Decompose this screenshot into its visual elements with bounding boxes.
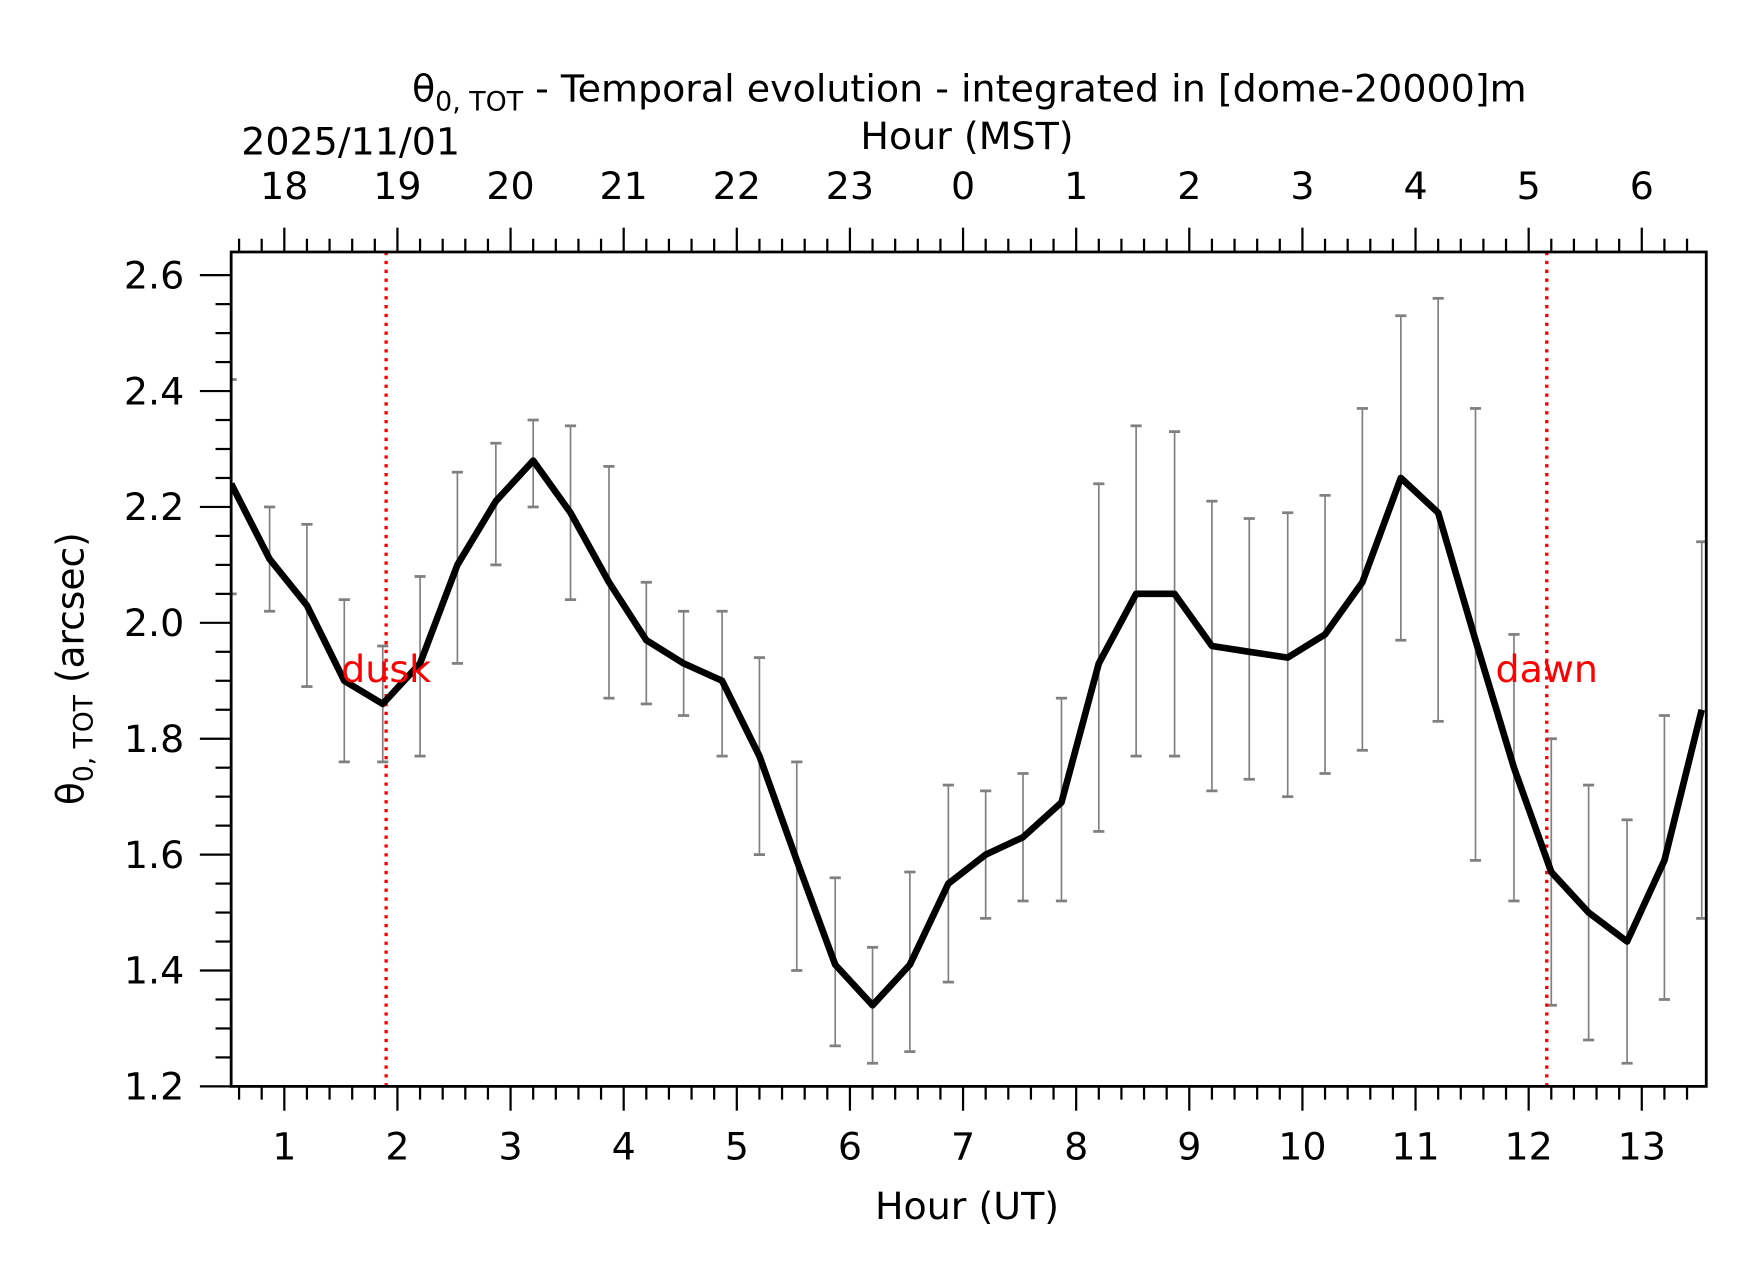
x2-tick-label: 4 [1403,164,1427,208]
x-tick-label: 9 [1177,1125,1201,1169]
axis-ticks: 1182193204215226237081921031141251361.21… [124,164,1689,1169]
x2-tick-label: 3 [1290,164,1314,208]
y-tick-label: 2.0 [124,601,184,645]
y-tick-label: 1.2 [124,1065,184,1109]
x-tick-label: 12 [1505,1125,1553,1169]
y-tick-label: 1.8 [124,717,184,761]
x2-tick-label: 22 [713,164,761,208]
title-rest: - Temporal evolution - integrated in [do… [523,67,1526,111]
x-axis-label: Hour (UT) [875,1184,1059,1228]
y-tick-label: 2.4 [124,369,184,413]
ylabel-subscript: 0, TOT [69,694,100,782]
x2-tick-label: 21 [600,164,648,208]
ylabel-rest: (arcsec) [49,532,93,695]
x2-tick-label: 18 [260,164,308,208]
y-axis-label: θ0, TOT (arcsec) [49,532,100,805]
dawn-label: dawn [1496,647,1598,691]
date-label: 2025/11/01 [241,120,460,164]
x-tick-label: 13 [1618,1125,1666,1169]
y-tick-label: 1.6 [124,833,184,877]
x-tick-label: 6 [838,1125,862,1169]
x2-tick-label: 0 [951,164,975,208]
x-tick-label: 11 [1391,1125,1439,1169]
y-tick-label: 2.2 [124,485,184,529]
dusk-label: dusk [341,647,431,691]
x-tick-label: 2 [385,1125,409,1169]
y-tick-label: 2.6 [124,254,184,298]
x2-tick-label: 6 [1630,164,1654,208]
ylabel-symbol: θ [49,782,93,805]
plot-marks: dusk dawn [231,251,1707,1087]
x-tick-label: 7 [951,1125,975,1169]
x-tick-label: 1 [272,1125,296,1169]
plot-area [231,251,1707,1087]
x2-tick-label: 23 [826,164,874,208]
title-subscript: 0, TOT [435,87,524,118]
title-symbol: θ [412,67,435,111]
plot-frame [229,250,1708,1088]
x-tick-label: 10 [1278,1125,1326,1169]
y-tick-label: 1.4 [124,949,184,993]
x2-tick-label: 5 [1517,164,1541,208]
chart-title: θ0, TOT - Temporal evolution - integrate… [412,67,1527,118]
x-tick-label: 3 [498,1125,522,1169]
x-tick-label: 5 [725,1125,749,1169]
x2-tick-label: 19 [373,164,421,208]
x2-axis-label: Hour (MST) [860,114,1073,158]
x2-tick-label: 1 [1064,164,1088,208]
x2-tick-label: 2 [1177,164,1201,208]
x-tick-label: 4 [612,1125,636,1169]
series-line [231,457,1705,1009]
x2-tick-label: 20 [486,164,534,208]
x-tick-label: 8 [1064,1125,1088,1169]
